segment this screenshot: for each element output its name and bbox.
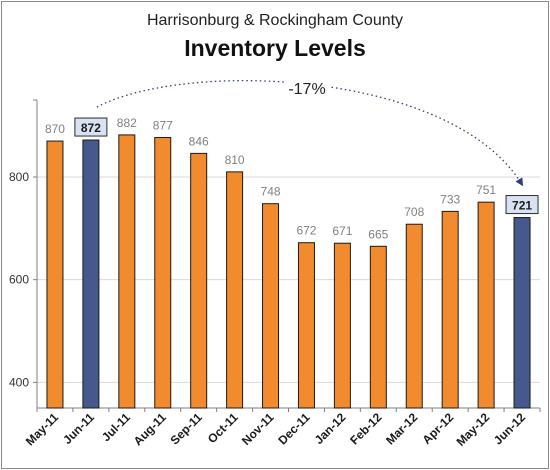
x-tick-label: Nov-11 [239, 410, 277, 448]
change-annotation: -17% [96, 77, 524, 187]
x-tick-label: Mar-12 [383, 410, 420, 447]
bar-sep-11 [190, 152, 208, 409]
x-tick-label: Jul-11 [99, 410, 133, 444]
bar-jun-12 [513, 217, 531, 409]
chart-subtitle: Inventory Levels [184, 35, 366, 61]
gridlines [37, 176, 540, 383]
data-label: 872 [81, 121, 101, 135]
x-tick-label: Dec-11 [275, 410, 312, 447]
bar-jul-11 [118, 134, 136, 409]
bar-may-11 [46, 140, 64, 409]
data-label: 671 [332, 224, 352, 238]
data-label: 751 [476, 183, 496, 197]
data-label: 870 [45, 122, 65, 136]
x-tick-label: Apr-12 [420, 410, 457, 447]
x-tick-label: May-12 [454, 410, 493, 449]
data-label: 846 [189, 134, 209, 148]
change-arrow [96, 80, 524, 187]
bar-may-12 [477, 201, 495, 409]
bar-oct-11 [226, 171, 244, 409]
data-label: 665 [368, 227, 388, 241]
x-tick-label: Sep-11 [168, 410, 205, 447]
x-tick-label: Jun-12 [491, 410, 528, 447]
bar-mar-12 [405, 223, 423, 409]
bar-nov-11 [262, 203, 280, 409]
bars [46, 134, 531, 409]
highlight-label-box [505, 195, 539, 215]
y-tick-label: 600 [9, 273, 29, 287]
axes [33, 99, 541, 412]
bar-jan-12 [333, 242, 351, 409]
bar-feb-12 [369, 245, 387, 409]
y-axis-tick-labels: 400 600 800 [9, 170, 29, 389]
x-tick-label: Jan-12 [312, 410, 349, 447]
data-label: 721 [512, 199, 532, 213]
y-tick-label: 800 [9, 170, 29, 184]
bar-jun-11 [82, 139, 100, 409]
x-tick-label: Feb-12 [347, 410, 384, 447]
bar-dec-11 [297, 242, 315, 409]
x-tick-label: Jun-11 [60, 410, 97, 447]
data-label: 877 [153, 118, 173, 132]
bar-aug-11 [154, 136, 172, 409]
bar-apr-12 [441, 210, 459, 409]
change-label: -17% [288, 81, 325, 98]
highlight-label-box [74, 117, 108, 137]
data-labels: 870 872 882 877 846 810 748 672 671 665 708 733 751 7… [45, 116, 539, 241]
data-label: 748 [261, 185, 281, 199]
data-label: 733 [440, 192, 460, 206]
data-label: 708 [404, 205, 424, 219]
x-tick-label: Oct-11 [205, 410, 241, 446]
x-tick-label: May-11 [23, 410, 61, 448]
annotation-label-bg [285, 77, 329, 97]
data-label: 810 [225, 153, 245, 167]
chart-title: Harrisonburg & Rockingham County [146, 12, 404, 29]
x-tick-label: Aug-11 [131, 410, 169, 448]
data-label: 672 [296, 224, 316, 238]
data-label: 882 [117, 116, 137, 130]
y-tick-label: 400 [9, 375, 29, 389]
